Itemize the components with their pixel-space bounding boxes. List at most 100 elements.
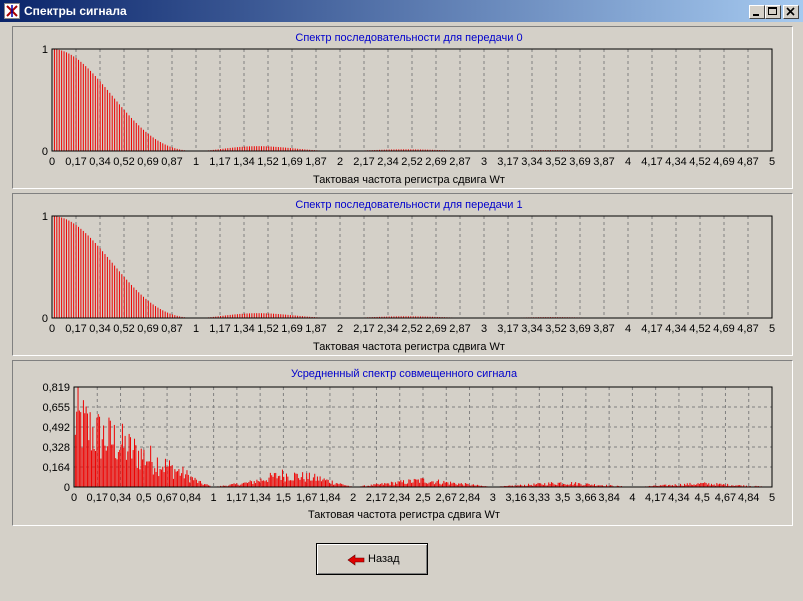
x-tick-label: 4,67 bbox=[715, 492, 736, 504]
maximize-button[interactable] bbox=[765, 5, 781, 19]
x-tick-label: 0,67 bbox=[156, 492, 177, 504]
x-tick-label: 5 bbox=[769, 156, 775, 168]
back-button-label: Назад bbox=[368, 553, 400, 565]
close-button[interactable] bbox=[783, 5, 799, 19]
x-tick-label: 4,17 bbox=[641, 156, 662, 168]
x-tick-label: 2 bbox=[337, 323, 343, 335]
x-tick-label: 1,87 bbox=[305, 323, 326, 335]
app-icon bbox=[4, 3, 20, 19]
x-tick-label: 0,34 bbox=[89, 156, 110, 168]
x-tick-label: 2,67 bbox=[436, 492, 457, 504]
x-tick-label: 3,66 bbox=[575, 492, 596, 504]
x-tick-label: 4,34 bbox=[668, 492, 689, 504]
x-tick-label: 2,69 bbox=[425, 156, 446, 168]
x-tick-label: 0 bbox=[49, 323, 55, 335]
x-tick-label: 2 bbox=[350, 492, 356, 504]
y-tick-label: 0 bbox=[42, 313, 48, 325]
x-tick-label: 2,87 bbox=[449, 156, 470, 168]
red-left-arrow-icon bbox=[347, 554, 365, 566]
x-tick-label: 1 bbox=[193, 156, 199, 168]
y-tick-label: 0,164 bbox=[42, 462, 70, 474]
x-tick-label: 0,5 bbox=[136, 492, 151, 504]
spectrum-1-chart: Спектр последовательности для передачи 1… bbox=[42, 199, 775, 353]
x-tick-label: 4,87 bbox=[737, 323, 758, 335]
x-tick-label: 4 bbox=[629, 492, 635, 504]
x-tick-label: 3,84 bbox=[598, 492, 619, 504]
x-tick-label: 4 bbox=[625, 323, 631, 335]
x-tick-label: 1,52 bbox=[257, 156, 278, 168]
plot-frame bbox=[73, 386, 773, 488]
x-tick-label: 1,87 bbox=[305, 156, 326, 168]
x-tick-label: 3,69 bbox=[569, 323, 590, 335]
x-tick-label: 2,17 bbox=[366, 492, 387, 504]
y-tick-label: 1 bbox=[42, 44, 48, 56]
x-tick-label: 2,34 bbox=[389, 492, 410, 504]
x-tick-label: 3,33 bbox=[529, 492, 550, 504]
x-tick-label: 4,84 bbox=[738, 492, 759, 504]
x-tick-label: 3,34 bbox=[521, 156, 542, 168]
x-tick-label: 2,87 bbox=[449, 323, 470, 335]
minimize-button[interactable] bbox=[749, 5, 765, 19]
chart-panel-spectrum-1: Спектр последовательности для передачи 1… bbox=[12, 193, 793, 356]
x-tick-label: 1,34 bbox=[233, 156, 254, 168]
x-tick-label: 3,52 bbox=[545, 323, 566, 335]
x-tick-label: 2,84 bbox=[459, 492, 480, 504]
y-tick-label: 1 bbox=[42, 211, 48, 223]
x-tick-label: 4,17 bbox=[641, 323, 662, 335]
x-tick-label: 3,16 bbox=[505, 492, 526, 504]
x-tick-label: 4 bbox=[625, 156, 631, 168]
x-tick-label: 1 bbox=[211, 492, 217, 504]
y-tick-label: 0,819 bbox=[42, 382, 70, 394]
y-tick-label: 0,655 bbox=[42, 402, 70, 414]
x-tick-label: 1,17 bbox=[209, 323, 230, 335]
x-tick-label: 4,17 bbox=[645, 492, 666, 504]
x-axis-label: Тактовая частота регистра сдвига Wт bbox=[313, 341, 505, 353]
x-tick-label: 0,17 bbox=[65, 323, 86, 335]
x-tick-label: 0 bbox=[71, 492, 77, 504]
chart-panel-spectrum-0: Спектр последовательности для передачи 0… bbox=[12, 26, 793, 189]
x-tick-label: 2,52 bbox=[401, 323, 422, 335]
x-tick-label: 1,17 bbox=[226, 492, 247, 504]
x-tick-label: 1,67 bbox=[296, 492, 317, 504]
window-title: Спектры сигнала bbox=[24, 4, 127, 18]
x-axis-label: Тактовая частота регистра сдвига Wт bbox=[308, 509, 500, 521]
x-tick-label: 1,34 bbox=[233, 323, 254, 335]
x-tick-label: 0,17 bbox=[65, 156, 86, 168]
x-tick-label: 0,52 bbox=[113, 156, 134, 168]
x-tick-label: 2,17 bbox=[353, 323, 374, 335]
x-tick-label: 4,69 bbox=[713, 156, 734, 168]
plot-frame bbox=[51, 48, 773, 152]
x-tick-label: 5 bbox=[769, 323, 775, 335]
x-tick-label: 1,69 bbox=[281, 323, 302, 335]
y-tick-label: 0,492 bbox=[42, 422, 70, 434]
x-tick-label: 0,69 bbox=[137, 156, 158, 168]
x-tick-label: 3,87 bbox=[593, 323, 614, 335]
x-tick-label: 1,52 bbox=[257, 323, 278, 335]
x-tick-label: 3,34 bbox=[521, 323, 542, 335]
x-tick-label: 3,52 bbox=[545, 156, 566, 168]
x-tick-label: 1,84 bbox=[319, 492, 340, 504]
back-button[interactable]: Назад bbox=[316, 543, 428, 575]
x-tick-label: 1,5 bbox=[276, 492, 291, 504]
x-tick-label: 2,34 bbox=[377, 156, 398, 168]
chart-title: Спектр последовательности для передачи 1 bbox=[295, 199, 522, 211]
x-tick-label: 2,17 bbox=[353, 156, 374, 168]
x-tick-label: 0,69 bbox=[137, 323, 158, 335]
x-tick-label: 4,34 bbox=[665, 323, 686, 335]
x-tick-label: 4,52 bbox=[689, 156, 710, 168]
chart-title: Спектр последовательности для передачи 0 bbox=[295, 32, 522, 44]
plot-frame bbox=[51, 215, 773, 319]
x-tick-label: 2,52 bbox=[401, 156, 422, 168]
y-tick-label: 0 bbox=[64, 482, 70, 494]
x-tick-label: 1,69 bbox=[281, 156, 302, 168]
x-tick-label: 3 bbox=[490, 492, 496, 504]
x-tick-label: 4,87 bbox=[737, 156, 758, 168]
y-tick-label: 0 bbox=[42, 146, 48, 158]
window-title-bar[interactable]: Спектры сигнала bbox=[0, 0, 803, 22]
x-tick-label: 4,52 bbox=[689, 323, 710, 335]
spectrum-0-chart: Спектр последовательности для передачи 0… bbox=[42, 32, 775, 186]
x-tick-label: 0,87 bbox=[161, 156, 182, 168]
chart-panel-spectrum-avg: Усредненный спектр совмещенного сигнала 0… bbox=[12, 360, 793, 526]
x-tick-label: 0,84 bbox=[180, 492, 201, 504]
x-tick-label: 0,87 bbox=[161, 323, 182, 335]
